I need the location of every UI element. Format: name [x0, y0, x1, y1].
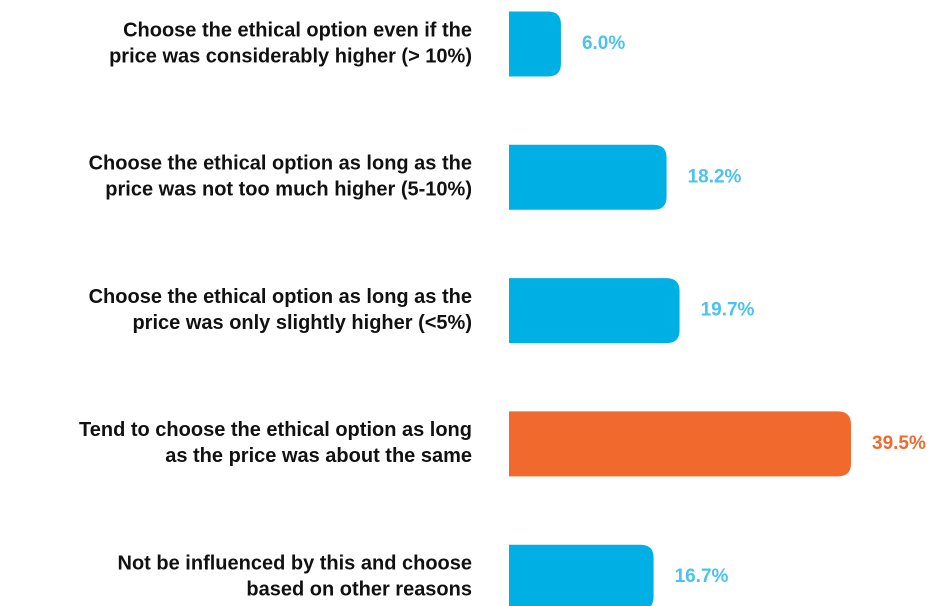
category-label: price was not too much higher (5-10%) [105, 179, 472, 201]
bar [509, 411, 851, 477]
value-label: 19.7% [701, 300, 755, 321]
bar [509, 278, 680, 344]
category-label: price was only slightly higher (<5%) [132, 312, 472, 334]
category-label: Tend to choose the ethical option as lon… [79, 419, 472, 441]
category-label: price was considerably higher (> 10%) [109, 45, 472, 67]
category-label: Choose the ethical option as long as the [89, 153, 472, 175]
category-label: Choose the ethical option even if the [123, 19, 472, 41]
category-label: Not be influenced by this and choose [118, 552, 472, 574]
value-label: 6.0% [582, 33, 625, 54]
category-label: Choose the ethical option as long as the [89, 286, 472, 308]
bar [509, 144, 667, 210]
category-label: as the price was about the same [165, 445, 472, 467]
value-label: 39.5% [872, 433, 926, 454]
bar [509, 11, 561, 77]
bar [509, 544, 654, 606]
value-label: 18.2% [688, 166, 742, 187]
category-label: based on other reasons [246, 578, 472, 600]
value-label: 16.7% [675, 566, 729, 587]
